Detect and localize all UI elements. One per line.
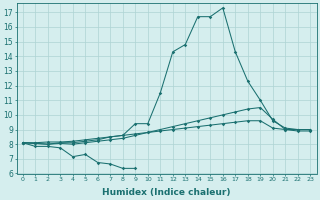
X-axis label: Humidex (Indice chaleur): Humidex (Indice chaleur) (102, 188, 231, 197)
